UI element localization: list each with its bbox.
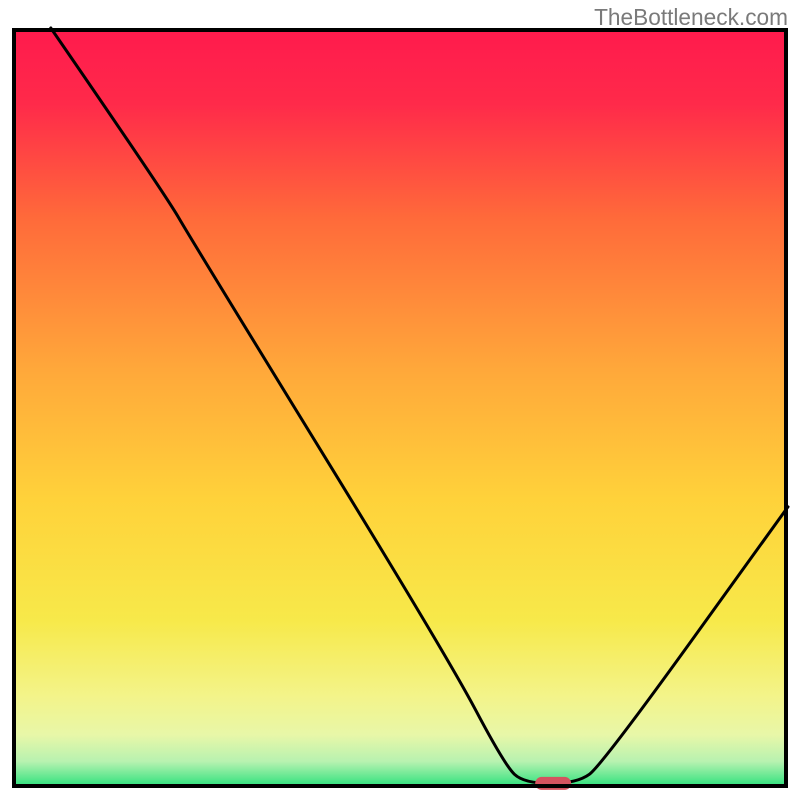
chart-container: TheBottleneck.com <box>0 0 800 800</box>
plot-area <box>12 28 788 788</box>
curve-line <box>12 28 788 788</box>
minimum-marker <box>535 777 571 789</box>
watermark-text: TheBottleneck.com <box>594 4 788 31</box>
